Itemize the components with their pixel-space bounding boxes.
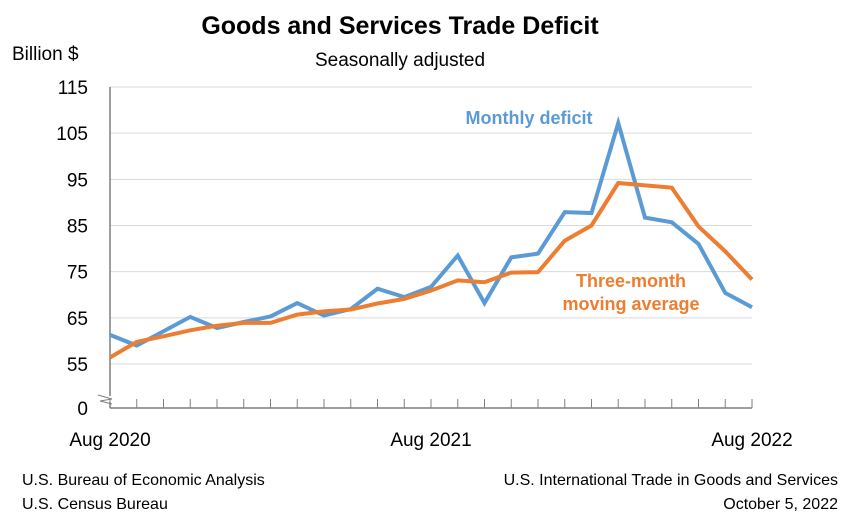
y-tick-label: 95 bbox=[67, 170, 88, 191]
chart-title: Goods and Services Trade Deficit bbox=[201, 12, 599, 40]
axis-break-icon bbox=[97, 394, 113, 405]
y-tick-label: 115 bbox=[58, 78, 88, 99]
report-name: U.S. International Trade in Goods and Se… bbox=[503, 472, 838, 489]
y-tick-label: 105 bbox=[56, 124, 88, 145]
y-tick-label: 0 bbox=[77, 399, 88, 420]
y-tick-label: 75 bbox=[67, 263, 88, 284]
source-bea: U.S. Bureau of Economic Analysis bbox=[22, 472, 265, 489]
report-date: October 5, 2022 bbox=[723, 496, 838, 513]
x-tick-label: Aug 2022 bbox=[711, 430, 792, 451]
chart-subtitle: Seasonally adjusted bbox=[314, 50, 486, 71]
series-label-moving-average: moving average bbox=[562, 294, 699, 314]
y-axis-label: Billion $ bbox=[12, 44, 79, 65]
y-tick-label: 55 bbox=[67, 355, 88, 376]
y-tick-label: 65 bbox=[67, 309, 88, 330]
source-census: U.S. Census Bureau bbox=[22, 496, 168, 513]
monthly-deficit-line bbox=[109, 115, 753, 348]
x-tick-label: Aug 2020 bbox=[69, 430, 150, 451]
series-label-monthly: Monthly deficit bbox=[466, 108, 593, 128]
y-tick-label: 85 bbox=[67, 217, 88, 238]
x-tick-label: Aug 2021 bbox=[390, 430, 471, 451]
moving-average-line bbox=[108, 180, 754, 360]
series-label-moving-average: Three-month bbox=[576, 271, 686, 291]
